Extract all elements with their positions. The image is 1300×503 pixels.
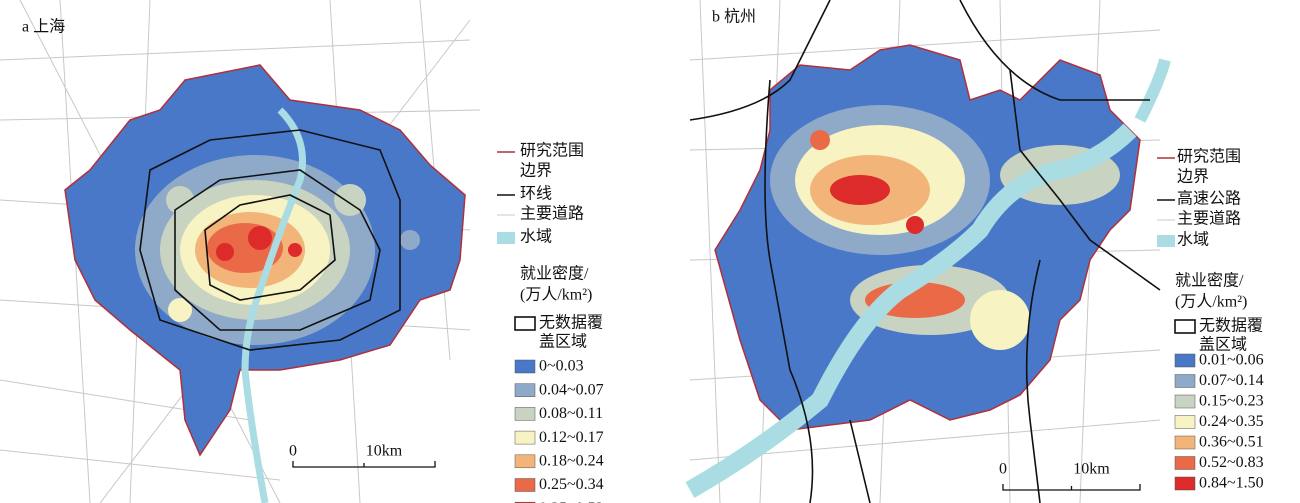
- class-swatch: [1174, 374, 1196, 388]
- class-label: 0.18~0.24: [539, 452, 604, 469]
- legend-label: 边界: [520, 162, 552, 180]
- legend-title: (万人/km²): [1175, 293, 1247, 311]
- class-label: 0.25~0.34: [539, 476, 604, 493]
- class-swatch: [1174, 353, 1196, 368]
- class-label: 0.12~0.17: [539, 429, 604, 446]
- class-label: 0.08~0.11: [539, 405, 603, 422]
- class-swatch: [514, 478, 536, 492]
- class-label: 0.52~0.83: [1199, 454, 1264, 471]
- legend-label: 研究范围: [1177, 148, 1241, 166]
- legend-label: 主要道路: [1177, 210, 1241, 228]
- class-swatch: [1174, 456, 1196, 470]
- legend-title: 就业密度/: [520, 265, 589, 283]
- class-swatch: [1174, 476, 1196, 491]
- class-swatch: [514, 454, 536, 469]
- class-swatch: [514, 430, 536, 445]
- scale-label: 10km: [1073, 461, 1110, 478]
- legend-label: 无数据覆: [1199, 317, 1263, 335]
- class-label: 0.04~0.07: [539, 381, 604, 398]
- class-label: 0.15~0.23: [1199, 393, 1264, 410]
- scale-bar: [292, 461, 436, 468]
- legend-label: 主要道路: [520, 205, 584, 223]
- class-swatch: [1174, 435, 1196, 450]
- class-swatch: [514, 383, 536, 397]
- legend-label: 盖区域: [539, 333, 587, 351]
- class-label: 0.35~0.52: [539, 500, 604, 503]
- class-label: 0~0.03: [539, 358, 584, 375]
- legend-label: 边界: [1177, 168, 1209, 186]
- legend-label: 无数据覆: [539, 314, 603, 332]
- legend-label: 研究范围: [520, 142, 584, 160]
- legend-label: 高速公路: [1177, 190, 1241, 208]
- class-label: 0.84~1.50: [1199, 475, 1264, 492]
- water-swatch: [1157, 235, 1175, 247]
- rings: [139, 129, 401, 351]
- legend-label: 环线: [520, 185, 552, 203]
- class-swatch: [514, 407, 536, 421]
- legend-title: 就业密度/: [1175, 272, 1244, 290]
- no-data-swatch: [514, 316, 536, 331]
- labels: a 上海研究范围边界环线主要道路水域就业密度/(万人/km²)无数据覆盖区域0~…: [22, 8, 1264, 503]
- scale-label: 10km: [366, 443, 403, 460]
- class-swatch: [1174, 394, 1196, 409]
- legend-title: (万人/km²): [520, 286, 592, 304]
- map-shanghai: [0, 0, 481, 503]
- legend-label: 盖区域: [1199, 336, 1247, 354]
- river: [241, 107, 306, 503]
- highways: [689, 0, 1161, 503]
- panel-label: a 上海: [22, 18, 65, 36]
- panel-label: b 杭州: [712, 8, 756, 26]
- class-swatch: [1174, 415, 1196, 429]
- class-label: 0.36~0.51: [1199, 434, 1264, 451]
- river: [1134, 58, 1171, 123]
- scale-label: 0: [999, 461, 1007, 478]
- map-hangzhou: [685, 0, 1171, 503]
- class-label: 0.24~0.35: [1199, 413, 1264, 430]
- river: [685, 123, 1137, 498]
- legend-label: 水域: [1177, 231, 1209, 249]
- class-label: 0.07~0.14: [1199, 372, 1264, 389]
- scale-bar: [1002, 484, 1141, 491]
- no-data-swatch: [1174, 319, 1196, 334]
- class-swatch: [514, 359, 536, 374]
- legend-label: 水域: [520, 228, 552, 246]
- scale-label: 0: [289, 443, 297, 460]
- class-label: 0.01~0.06: [1199, 352, 1264, 369]
- water-swatch: [497, 232, 515, 244]
